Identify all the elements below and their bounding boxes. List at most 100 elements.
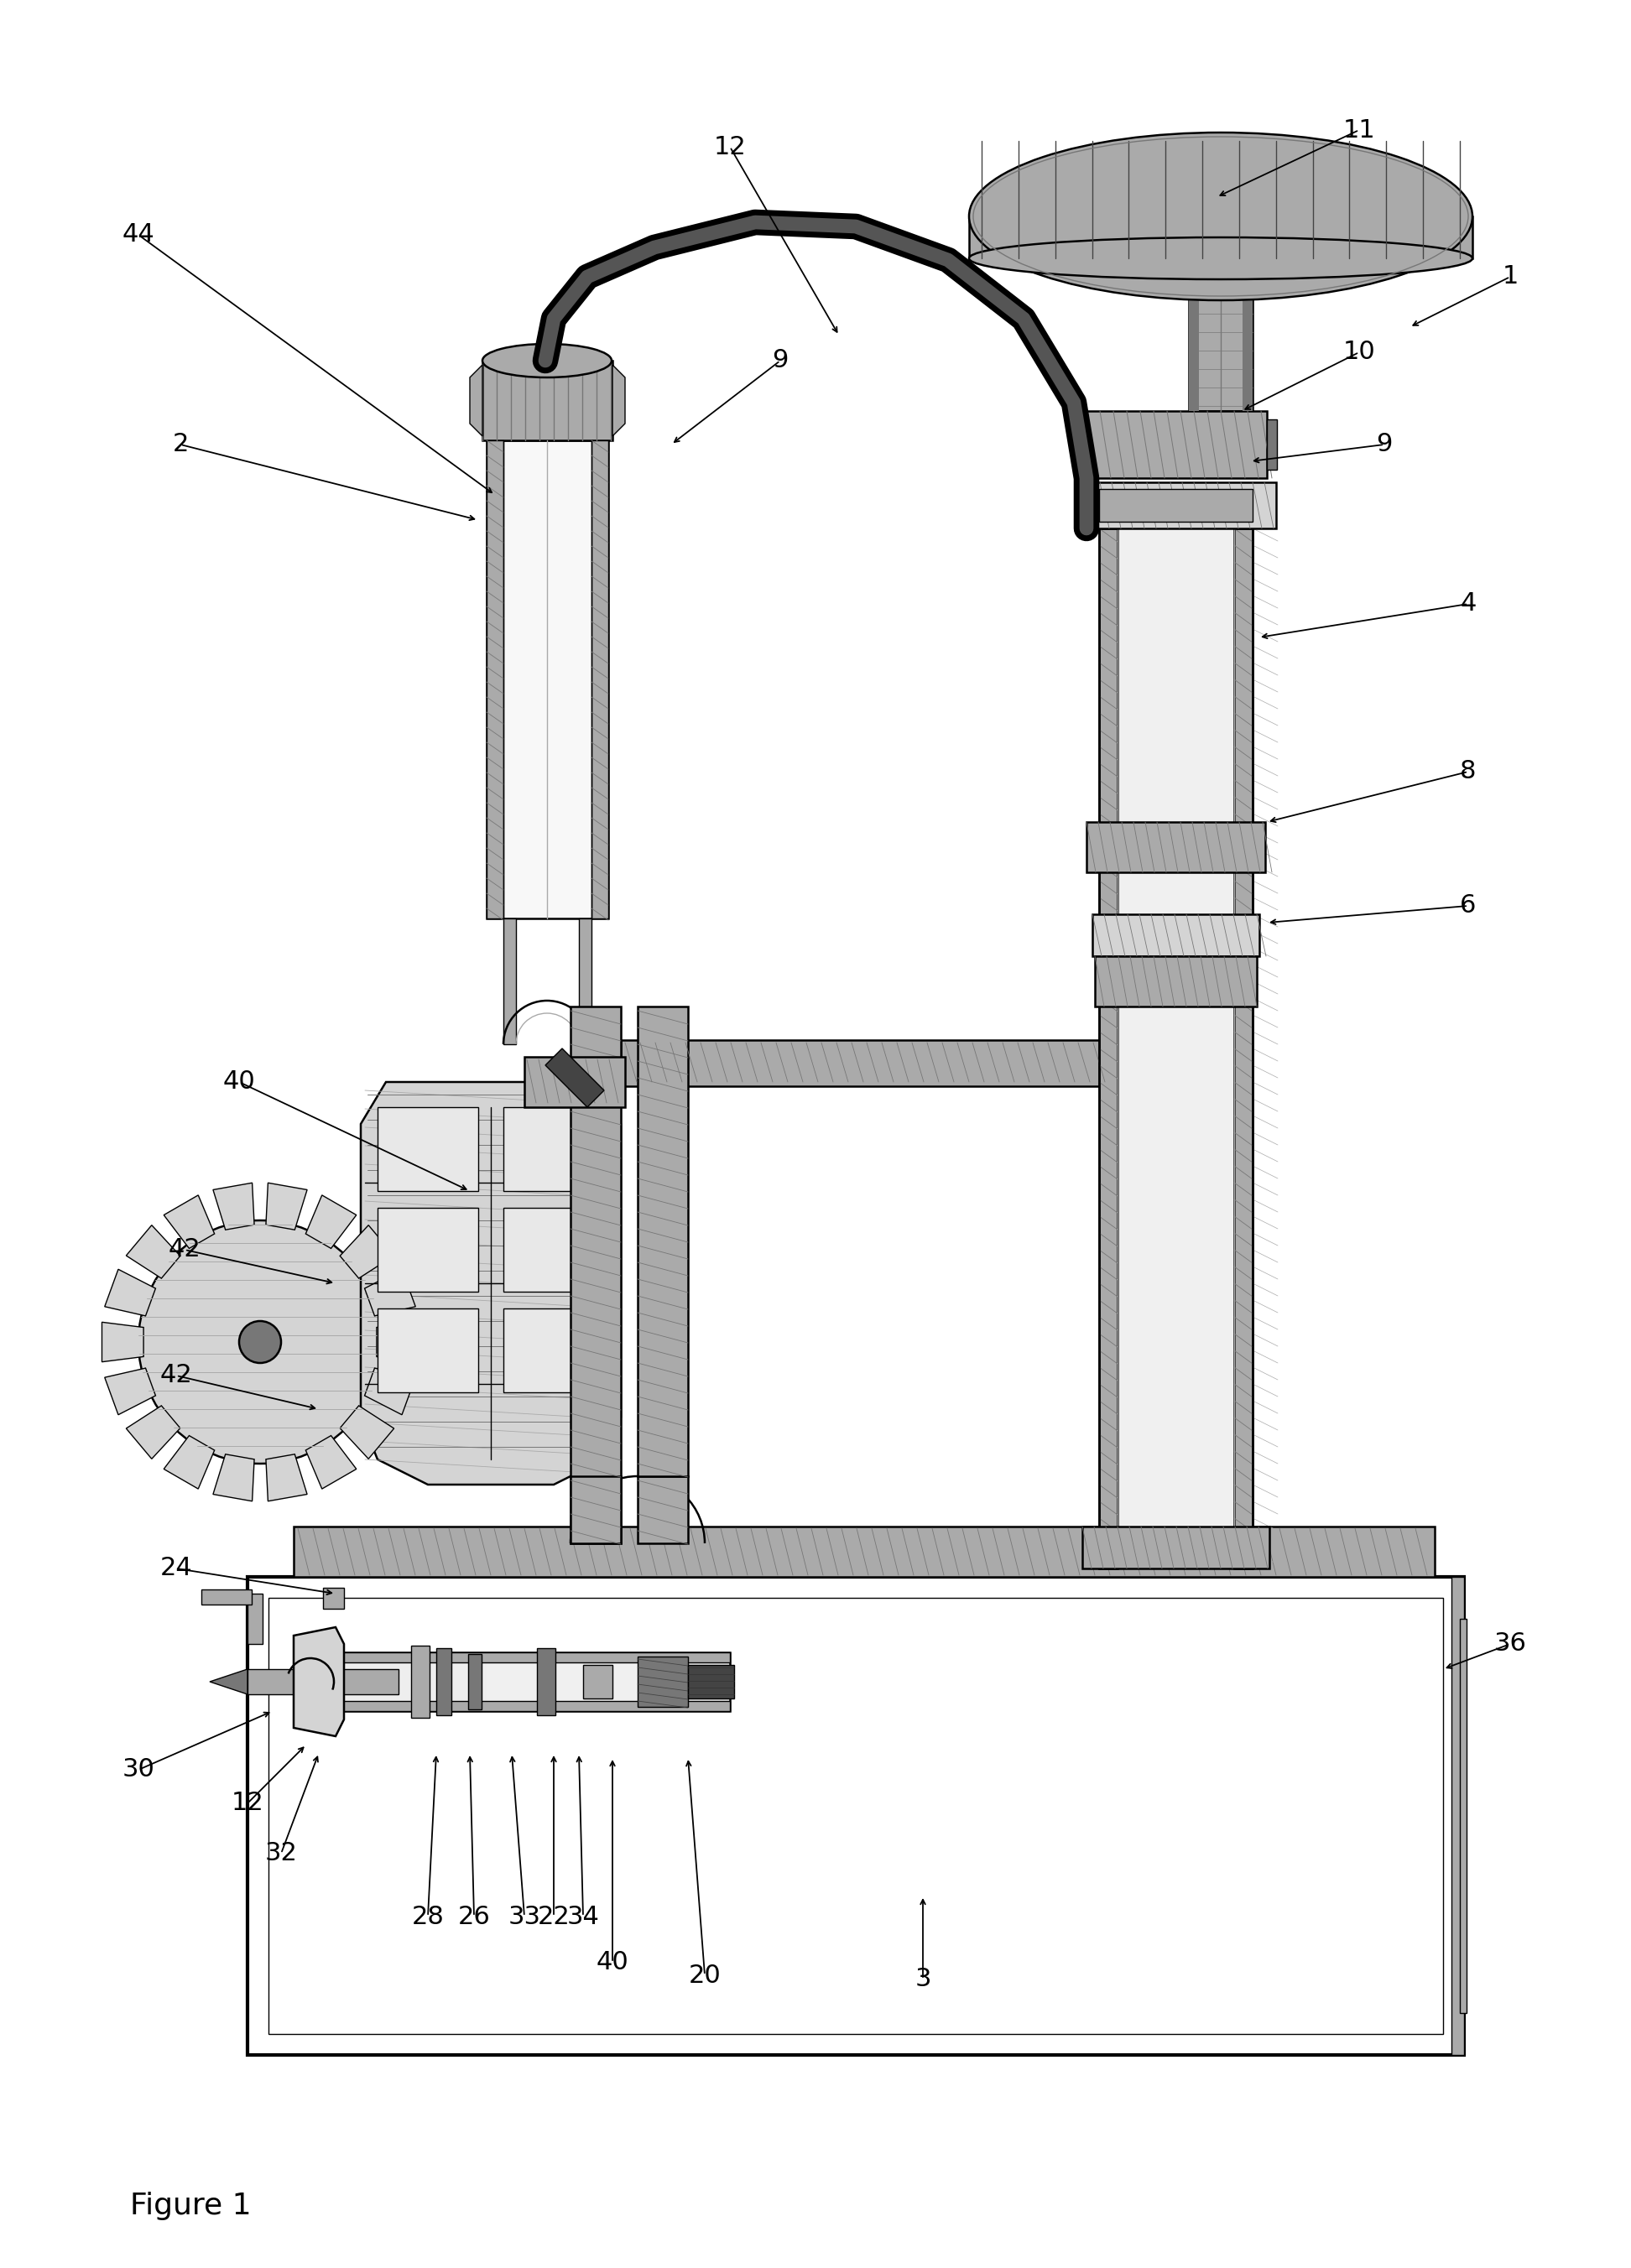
Bar [504, 1209, 603, 1293]
Bar [638, 1007, 688, 1476]
Text: 8: 8 [1460, 760, 1476, 785]
Polygon shape [214, 1184, 254, 1229]
Bar [294, 1526, 1435, 1576]
Bar [483, 361, 613, 440]
Bar [1086, 411, 1267, 479]
Polygon shape [545, 1048, 603, 1107]
Text: 11: 11 [1342, 118, 1375, 143]
Bar [1076, 420, 1086, 469]
Bar [1099, 528, 1117, 1569]
Polygon shape [305, 1436, 357, 1488]
Text: 9: 9 [1377, 433, 1393, 456]
Bar [377, 1107, 478, 1191]
Bar [525, 1057, 625, 1107]
Text: 36: 36 [1494, 1631, 1527, 1656]
Text: 22: 22 [538, 1905, 569, 1928]
Bar [269, 1599, 1443, 2034]
Text: 32: 32 [264, 1842, 297, 1867]
Bar [323, 1588, 344, 1608]
Circle shape [240, 1320, 281, 1363]
Bar [377, 1309, 478, 1393]
Bar [318, 1653, 731, 1710]
Bar [584, 1665, 613, 1699]
Text: 40: 40 [223, 1070, 256, 1093]
Text: 42: 42 [168, 1238, 201, 1261]
Bar [1099, 490, 1253, 522]
Polygon shape [126, 1406, 179, 1458]
Bar [486, 440, 504, 919]
Text: 1: 1 [1502, 265, 1518, 288]
Text: 20: 20 [688, 1964, 721, 1987]
Bar [486, 440, 608, 919]
Bar [1267, 420, 1277, 469]
Bar [571, 1007, 621, 1542]
Text: Figure 1: Figure 1 [130, 2191, 251, 2220]
Bar [638, 1656, 688, 1708]
Polygon shape [101, 1322, 144, 1361]
Ellipse shape [483, 345, 612, 376]
Bar [969, 215, 1473, 259]
Polygon shape [210, 1669, 248, 1694]
Polygon shape [305, 1195, 357, 1247]
Text: 12: 12 [714, 134, 745, 159]
Text: 40: 40 [597, 1950, 628, 1975]
Polygon shape [360, 1082, 621, 1486]
Bar [1460, 1619, 1466, 2014]
Bar [1189, 259, 1253, 411]
Bar [377, 1209, 478, 1293]
Text: 34: 34 [568, 1905, 600, 1928]
Text: 12: 12 [232, 1792, 264, 1814]
Bar [1083, 1526, 1269, 1569]
Bar [504, 1309, 603, 1393]
Polygon shape [365, 1368, 416, 1415]
Bar [579, 919, 592, 1043]
Bar [1093, 914, 1259, 957]
Polygon shape [126, 1225, 179, 1279]
Polygon shape [163, 1195, 215, 1247]
Bar [1243, 259, 1253, 411]
Text: 6: 6 [1460, 894, 1476, 919]
Bar [1235, 528, 1253, 1569]
Bar [621, 1041, 1107, 1086]
Polygon shape [104, 1270, 155, 1315]
Text: 26: 26 [458, 1905, 491, 1928]
Bar [435, 1649, 452, 1715]
Bar [318, 1701, 731, 1710]
Polygon shape [470, 365, 483, 435]
Text: 33: 33 [507, 1905, 541, 1928]
Bar [248, 1594, 263, 1644]
Bar [688, 1665, 734, 1699]
Bar [638, 1476, 688, 1542]
Bar [1117, 528, 1235, 1569]
Ellipse shape [969, 132, 1473, 299]
Text: 28: 28 [411, 1905, 444, 1928]
Bar [1189, 259, 1199, 411]
Bar [411, 1647, 429, 1717]
Polygon shape [294, 1626, 344, 1737]
Text: 10: 10 [1342, 340, 1375, 365]
Polygon shape [163, 1436, 215, 1488]
Bar [318, 1653, 731, 1662]
Text: 2: 2 [173, 433, 189, 456]
Polygon shape [266, 1184, 307, 1229]
Bar [248, 1576, 1465, 2055]
Bar [1452, 1576, 1465, 2055]
Ellipse shape [969, 238, 1473, 279]
Bar [468, 1653, 481, 1710]
Text: 3: 3 [915, 1966, 931, 1991]
Polygon shape [365, 1270, 416, 1315]
Bar [504, 1107, 603, 1191]
Polygon shape [266, 1454, 307, 1501]
Polygon shape [214, 1454, 254, 1501]
Bar [592, 440, 608, 919]
Text: 30: 30 [122, 1758, 155, 1783]
Text: 4: 4 [1460, 592, 1476, 617]
Polygon shape [377, 1322, 418, 1361]
Polygon shape [339, 1406, 395, 1458]
Bar [1076, 483, 1275, 528]
Text: 44: 44 [122, 222, 155, 247]
Bar [486, 1653, 638, 1710]
Bar [248, 1669, 398, 1694]
Bar [571, 1476, 621, 1542]
Polygon shape [613, 365, 625, 435]
